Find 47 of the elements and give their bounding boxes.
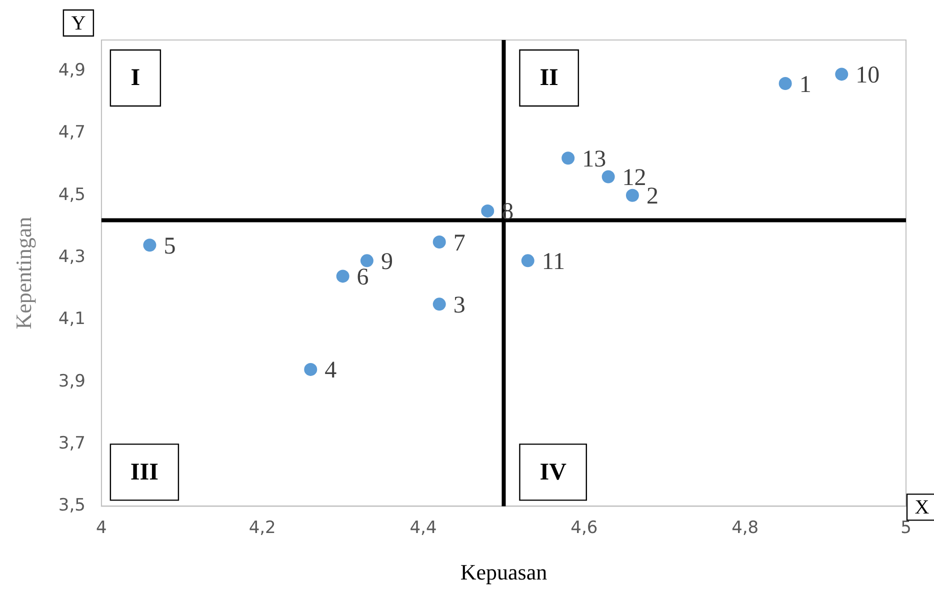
annotation: 9 — [380, 248, 393, 275]
annotation: I — [130, 65, 140, 92]
annotation: 10 — [856, 62, 880, 88]
y-tick-label: 4,9 — [58, 60, 86, 80]
y-tick-label: 4,5 — [58, 184, 86, 205]
annotation: 11 — [542, 248, 565, 275]
x-tick-label: 4,2 — [248, 518, 276, 538]
x-axis-title: Kepuasan — [460, 560, 548, 585]
x-tick-label: 4,4 — [410, 518, 437, 538]
annotation: 13 — [582, 146, 606, 172]
point — [481, 204, 494, 218]
point — [432, 236, 446, 249]
text: Y — [71, 12, 86, 34]
annotation: 7 — [453, 230, 466, 256]
point — [562, 152, 575, 165]
annotation: IV — [540, 459, 568, 486]
point — [835, 68, 848, 81]
y-axis-title: Kepentingan — [10, 216, 36, 330]
annotation: III — [130, 459, 158, 486]
text: X — [914, 496, 930, 518]
annotation: 4 — [324, 358, 337, 384]
point — [360, 254, 374, 268]
y-tick-label: 3,9 — [58, 371, 86, 392]
x-tick-label: 4 — [96, 518, 107, 538]
point — [778, 77, 792, 90]
x-tick-label: 5 — [900, 518, 912, 538]
annotation: 12 — [622, 165, 646, 192]
annotation: 5 — [164, 233, 176, 260]
x-tick-label: 4,6 — [570, 518, 598, 538]
point — [602, 170, 615, 184]
y-tick-label: 3,5 — [58, 496, 86, 516]
y-tick-label: 4,1 — [58, 309, 86, 330]
point — [432, 298, 446, 311]
point — [626, 188, 639, 202]
point — [336, 270, 350, 283]
y-tick-label: 3,7 — [58, 433, 86, 454]
point — [521, 254, 534, 268]
y-tick-label: 4,7 — [58, 122, 86, 143]
annotation: 6 — [356, 264, 369, 291]
point — [143, 238, 156, 252]
annotation: 3 — [453, 292, 466, 318]
point — [304, 362, 318, 376]
annotation: II — [540, 65, 558, 92]
annotation: 2 — [646, 184, 658, 210]
y-tick-label: 4,3 — [58, 246, 86, 267]
x-tick-label: 4,8 — [732, 518, 759, 538]
annotation: 1 — [799, 72, 812, 98]
